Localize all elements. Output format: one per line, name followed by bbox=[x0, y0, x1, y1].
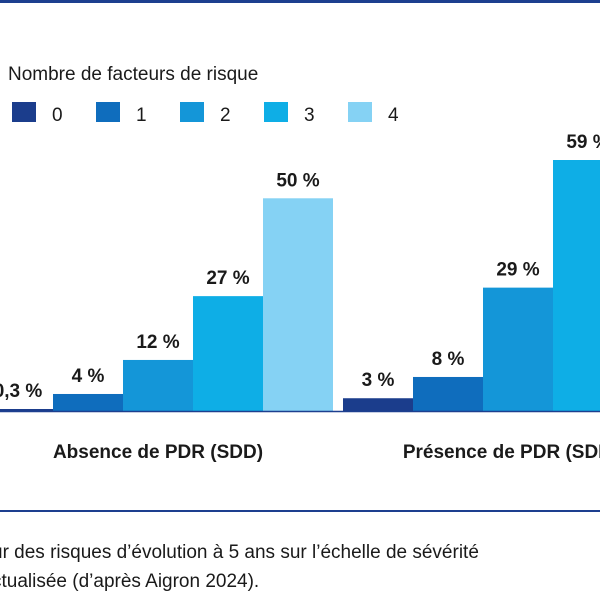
data-label-absence-0: 0,3 % bbox=[0, 381, 42, 402]
bar-presence-2 bbox=[483, 287, 553, 411]
data-label-presence-3: 59 % bbox=[566, 132, 600, 153]
data-label-presence-0: 3 % bbox=[362, 370, 395, 391]
category-labels: Absence de PDR (SDD) Présence de PDR (SDP… bbox=[53, 442, 600, 463]
legend-swatch-1 bbox=[96, 102, 120, 122]
legend-swatch-4 bbox=[348, 102, 372, 122]
legend-title: Nombre de facteurs de risque bbox=[8, 64, 258, 85]
data-label-absence-4: 50 % bbox=[276, 170, 319, 191]
bar-absence-0 bbox=[0, 409, 53, 411]
data-label-absence-2: 12 % bbox=[136, 332, 179, 353]
bar-presence-0 bbox=[343, 398, 413, 411]
bar-absence-2 bbox=[123, 359, 193, 411]
legend: 0 1 2 3 4 bbox=[12, 102, 399, 126]
legend-label-1: 1 bbox=[136, 105, 147, 126]
data-label-absence-3: 27 % bbox=[206, 268, 249, 289]
bar-chart: Nombre de facteurs de risque 0 1 2 3 4 0,3 %… bbox=[0, 64, 600, 463]
data-label-absence-1: 4 % bbox=[72, 366, 105, 387]
data-label-presence-2: 29 % bbox=[496, 260, 539, 281]
legend-swatch-3 bbox=[264, 102, 288, 122]
legend-label-3: 3 bbox=[304, 105, 315, 126]
caption-line-2: ctualisée (d’après Aigron 2024). bbox=[0, 571, 260, 592]
data-label-presence-1: 8 % bbox=[432, 349, 465, 370]
bar-presence-1 bbox=[413, 376, 483, 411]
chart-frame bbox=[0, 510, 600, 512]
category-label-absence: Absence de PDR (SDD) bbox=[53, 442, 263, 463]
caption: ur des risques d’évolution à 5 ans sur l… bbox=[0, 538, 600, 596]
legend-label-0: 0 bbox=[52, 105, 63, 126]
legend-label-2: 2 bbox=[220, 105, 231, 126]
legend-swatch-0 bbox=[12, 102, 36, 122]
bar-absence-3 bbox=[193, 296, 263, 411]
bars: 0,3 % 3 % 4 % 8 % 12 % 29 % 27 % 59 % 50 % bbox=[0, 132, 600, 411]
caption-line-1: ur des risques d’évolution à 5 ans sur l… bbox=[0, 542, 479, 563]
legend-label-4: 4 bbox=[388, 105, 399, 126]
legend-swatch-2 bbox=[180, 102, 204, 122]
top-rule bbox=[0, 0, 600, 3]
category-label-presence: Présence de PDR (SDP) bbox=[403, 442, 600, 463]
bar-presence-3 bbox=[553, 160, 600, 411]
bar-absence-1 bbox=[53, 393, 123, 411]
bar-absence-4 bbox=[263, 198, 333, 411]
